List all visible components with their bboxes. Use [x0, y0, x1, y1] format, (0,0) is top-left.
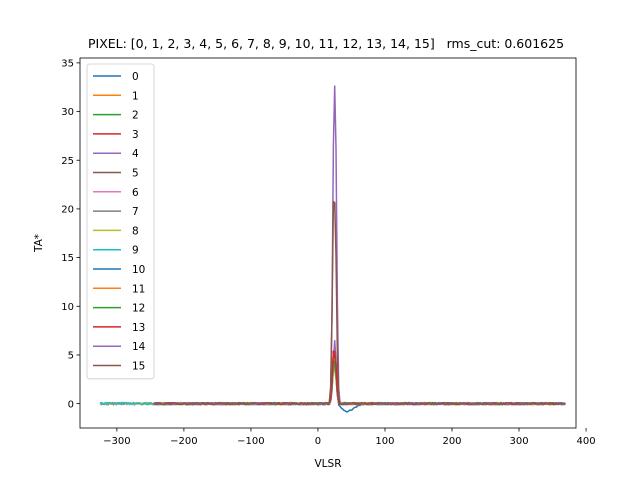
legend-label-2: 2 — [132, 110, 139, 122]
legend-label-3: 3 — [132, 129, 139, 141]
y-tick-label: 0 — [68, 399, 74, 410]
legend-label-12: 12 — [132, 303, 145, 315]
legend-label-6: 6 — [132, 187, 139, 199]
x-tick-label: 200 — [442, 436, 461, 447]
legend-label-10: 10 — [132, 264, 145, 276]
x-tick-label: 400 — [577, 436, 596, 447]
axes-frame — [79, 57, 577, 429]
y-axis-ticks: 0 5 10 15 20 25 30 35 — [61, 58, 80, 410]
y-tick-label: 35 — [61, 58, 74, 69]
x-tick-label: −200 — [170, 436, 197, 447]
legend-label-14: 14 — [132, 341, 146, 353]
legend-label-11: 11 — [132, 283, 145, 295]
x-tick-label: 0 — [315, 436, 321, 447]
legend-label-0: 0 — [132, 71, 139, 83]
x-axis-label: VLSR — [315, 458, 342, 470]
legend-label-8: 8 — [132, 225, 139, 237]
x-tick-label: 300 — [509, 436, 528, 447]
legend-label-9: 9 — [132, 245, 139, 257]
y-tick-label: 25 — [61, 156, 74, 167]
y-tick-label: 30 — [61, 107, 74, 118]
y-tick-label: 5 — [68, 351, 74, 362]
legend-label-15: 15 — [132, 361, 145, 373]
y-tick-label: 10 — [61, 302, 74, 313]
legend-label-4: 4 — [132, 148, 139, 160]
x-tick-label: 100 — [375, 436, 394, 447]
legend-box — [86, 63, 155, 380]
x-axis-ticks: −300 −200 −100 0 100 200 300 400 — [103, 428, 596, 447]
series-line-15 — [153, 200, 566, 406]
y-axis-label: TA* — [33, 234, 45, 253]
legend-label-7: 7 — [132, 206, 139, 218]
y-tick-label: 20 — [61, 205, 74, 216]
legend-label-1: 1 — [132, 90, 139, 102]
x-tick-label: −100 — [237, 436, 264, 447]
y-tick-label: 15 — [61, 253, 74, 264]
plot-lines — [99, 85, 566, 413]
x-tick-label: −300 — [103, 436, 130, 447]
legend-label-13: 13 — [132, 322, 145, 334]
chart-title: PIXEL: [0, 1, 2, 3, 4, 5, 6, 7, 8, 9, 10… — [88, 36, 564, 51]
legend-label-5: 5 — [132, 168, 139, 180]
